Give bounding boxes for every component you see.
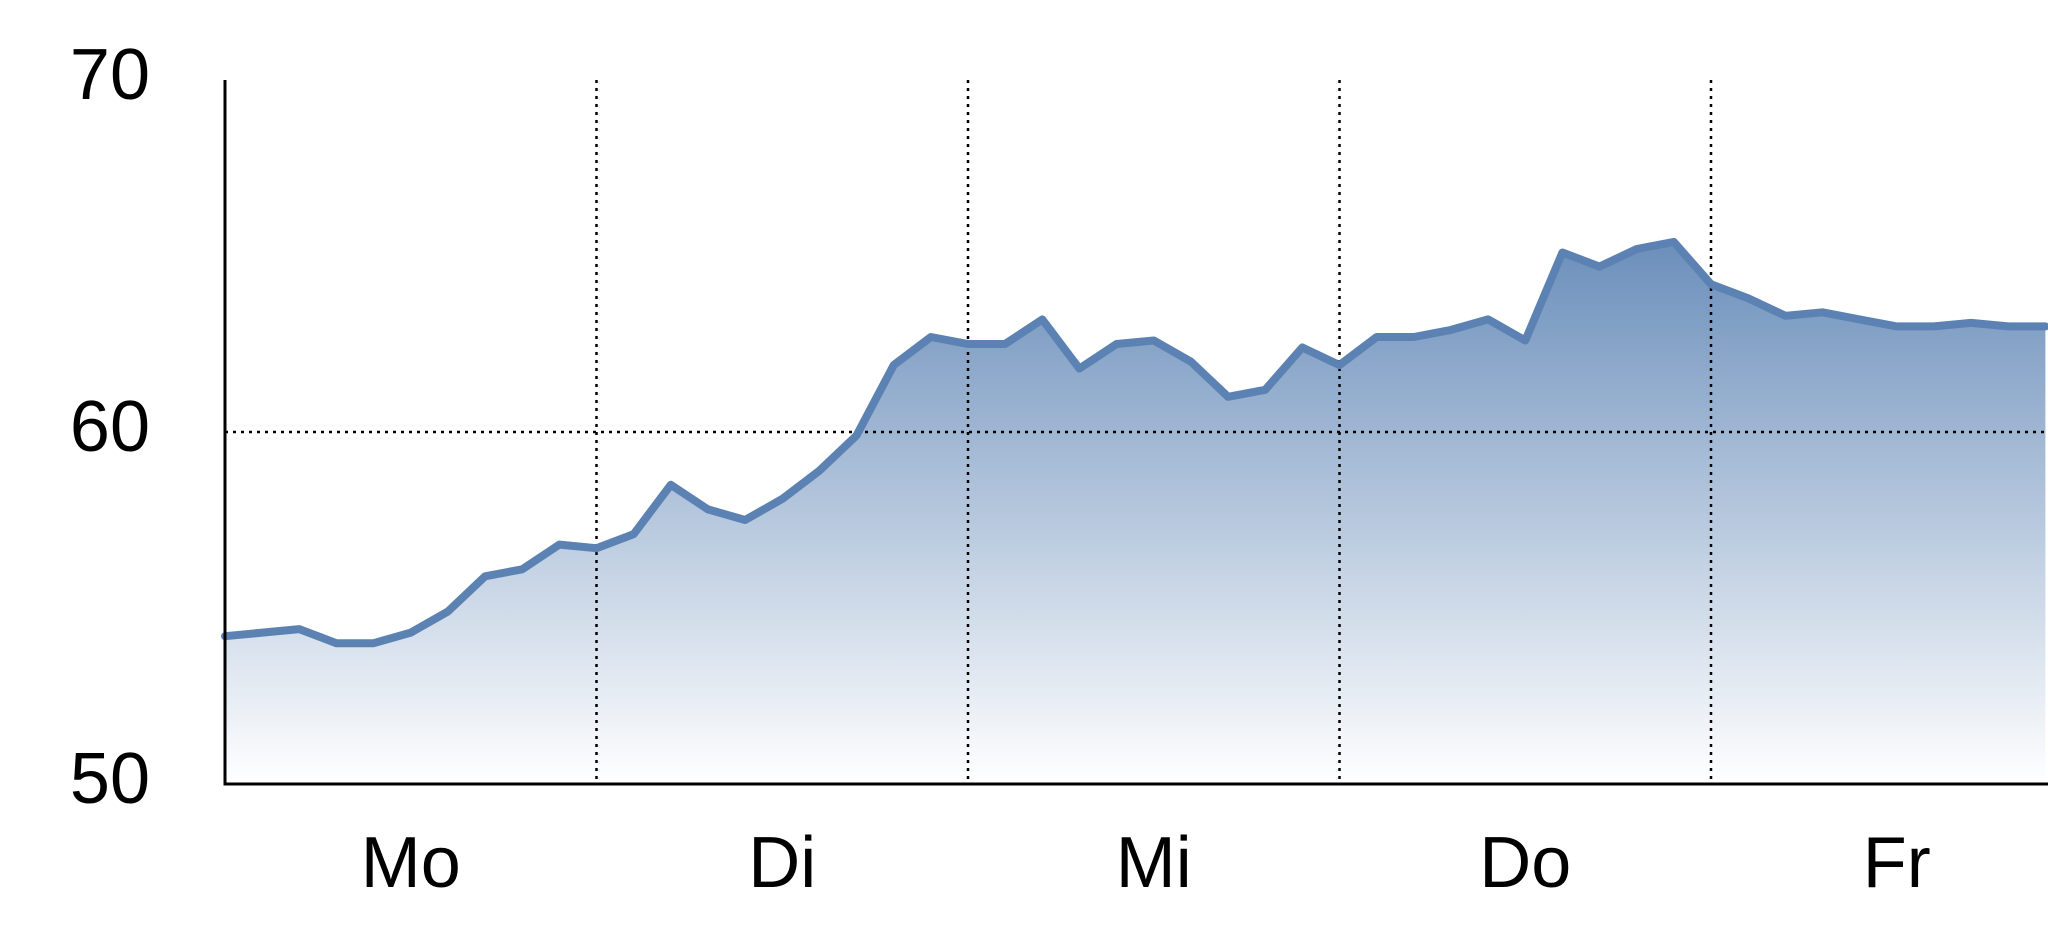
series-line [221,237,2048,648]
line-layer [221,237,2048,648]
x-category-label: Mo [361,823,461,903]
grid-layer [225,80,2048,784]
x-category-label: Di [748,823,816,903]
area-layer [225,241,2046,784]
x-category-label: Mi [1116,823,1192,903]
y-tick-label: 60 [70,387,150,467]
axis-layer [223,80,2048,786]
y-tick-label: 70 [70,35,150,115]
area-fill [225,241,2046,784]
x-category-label: Do [1479,823,1571,903]
y-tick-label: 50 [70,739,150,819]
x-category-label: Fr [1863,823,1931,903]
label-layer: 70 60 50 Mo Di Mi Do Fr [70,35,1931,903]
